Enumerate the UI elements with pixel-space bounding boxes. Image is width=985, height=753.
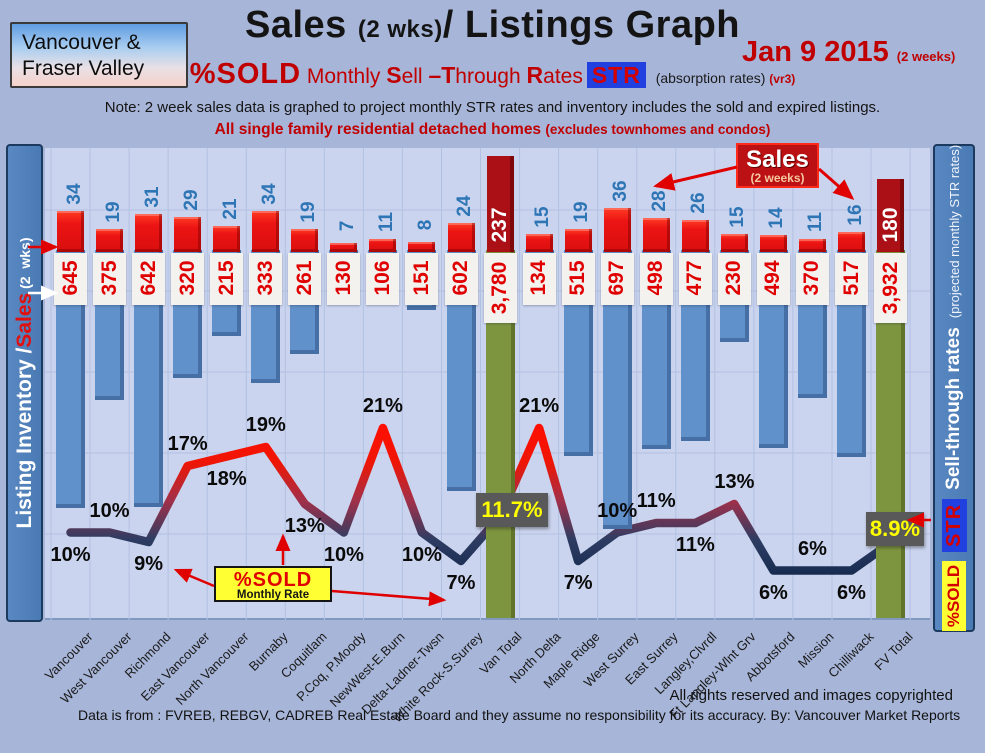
page-title: Sales (2 wks)/ Listings Graph [245,4,740,46]
left-axis-inventory-label: Listing Inventory / [12,347,36,529]
sales-listings-chart: Vancouver & Fraser Valley Sales (2 wks)/… [6,4,975,725]
left-axis-sales-label: Sales [12,292,36,348]
category-label: North Vancouver [172,629,252,708]
van-total-rate-badge: 11.7% [476,493,548,527]
category-label: NewWest-E.Burn [326,629,408,710]
category-label: Richmond [121,629,174,681]
category-label: West Vancouver [56,629,135,707]
category-label: Coquitlam [277,629,330,681]
category-label: Van Total [476,629,525,678]
chart-subtitle: %SOLD Monthly Sell –Through Rates STR (ab… [189,58,796,90]
category-label: East Surrey [622,629,681,688]
region-line2: Fraser Valley [22,57,145,81]
sales-legend: Sales (2 weeks) [736,143,819,188]
category-label: East Vancouver [137,629,213,704]
report-date: Jan 9 2015 (2 weeks) [742,36,956,68]
pctsold-monthly-rate-callout: %SOLD Monthly Rate [214,566,332,602]
region-label: Vancouver & Fraser Valley [10,22,188,88]
category-label: Maple Ridge [540,629,603,692]
right-axis-label: Sell-through rates [943,327,964,490]
plot-area [45,148,930,620]
category-label: Delta-Ladner-Twsn [358,629,447,718]
str-chip: STR [941,498,967,552]
category-label: P.Coq, P.Moody [293,629,369,705]
category-label: White Rock-S.Surrey [389,629,486,726]
data-source-note: Data is from : FVREB, REBGV, CADREB Real… [78,707,961,723]
scope-note: All single family residential detached h… [214,121,771,138]
left-axis-title: Listing Inventory / Sales (2 wks) [6,144,43,622]
region-line1: Vancouver & [22,31,141,54]
right-axis-title: %SOLD STR Sell-through rates (projected … [933,144,975,632]
fv-total-rate-badge: 8.9% [866,512,924,546]
category-label: Burnaby [245,629,291,674]
copyright-note: All rights reserved and images copyright… [669,687,953,704]
category-label: North Delta [506,629,564,687]
pctsold-chip: %SOLD [942,560,966,632]
pctsold-text: %SOLD [189,58,302,90]
methodology-note: Note: 2 week sales data is graphed to pr… [104,99,881,116]
category-label: West Surrey [580,629,642,691]
str-badge: STR [586,62,646,88]
category-label: Vancouver [41,629,96,683]
